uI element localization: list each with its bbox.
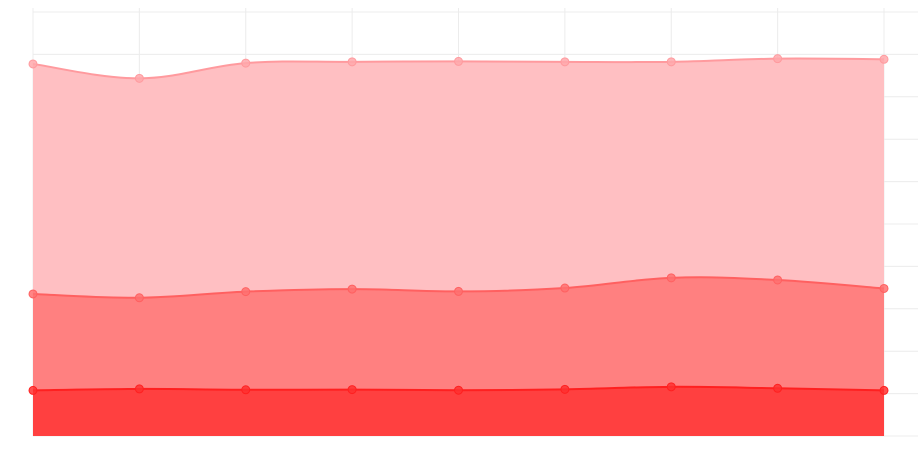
series-1-point[interactable] [28,385,38,395]
series-3-point[interactable] [879,54,889,64]
series-1-point[interactable] [879,385,889,395]
series-3-point[interactable] [454,56,463,66]
series-1-point[interactable] [347,385,357,395]
series-2-point[interactable] [879,283,889,293]
series-points [28,54,889,395]
series-3-point[interactable] [28,59,38,69]
series-1-point[interactable] [773,383,783,393]
series-2-point[interactable] [241,287,251,297]
series-2-point[interactable] [134,293,144,303]
series-3-point[interactable] [241,58,251,68]
series-3-point[interactable] [773,54,783,64]
series-2-point[interactable] [773,275,783,285]
series-2-point[interactable] [347,284,357,294]
series-1-point[interactable] [241,385,251,395]
series-3-point[interactable] [560,57,570,67]
series-1-point[interactable] [134,384,144,394]
series-1-point[interactable] [666,382,676,392]
series-3-point[interactable] [347,57,357,67]
series-1-point[interactable] [454,385,463,395]
series-2-point[interactable] [560,283,570,293]
series-1-point[interactable] [560,384,570,394]
series-2-point[interactable] [454,286,463,296]
series-1-area [33,386,884,436]
series-2-point[interactable] [28,289,38,299]
series-2-point[interactable] [666,273,676,283]
series-areas [33,58,884,436]
series-3-point[interactable] [134,73,144,83]
series-3-point[interactable] [666,57,676,67]
